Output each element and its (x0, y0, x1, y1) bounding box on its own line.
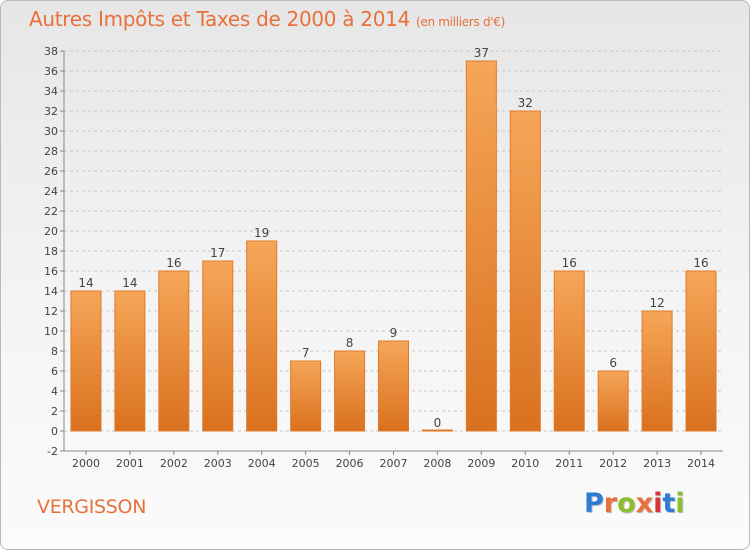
bar (378, 340, 409, 432)
bar (509, 110, 541, 432)
data-label: 19 (254, 226, 269, 240)
bar (597, 370, 629, 432)
logo-letter: t (662, 488, 676, 519)
data-label: 32 (518, 96, 533, 110)
x-tick-label: 2009 (467, 457, 495, 470)
y-tick-label: 12 (44, 305, 58, 318)
axes: -202468101214161820222426283032343638200… (44, 45, 723, 470)
logo-letter: P (584, 488, 604, 519)
logo-letter: i (653, 488, 663, 519)
y-tick-label: 20 (44, 225, 58, 238)
x-tick-label: 2012 (599, 457, 627, 470)
logo-letter: i (675, 488, 685, 519)
bars (70, 60, 717, 432)
x-tick-label: 2001 (116, 457, 144, 470)
chart-title-text: Autres Impôts et Taxes de 2000 à 2014 (29, 7, 410, 31)
y-tick-label: 32 (44, 105, 58, 118)
y-tick-label: 26 (44, 165, 58, 178)
x-tick-label: 2008 (423, 457, 451, 470)
bar (202, 260, 234, 432)
x-tick-label: 2006 (336, 457, 364, 470)
y-tick-label: 4 (51, 385, 58, 398)
bar (421, 429, 453, 432)
bar (158, 270, 190, 432)
bar (246, 240, 278, 432)
x-tick-label: 2003 (204, 457, 232, 470)
bar (290, 360, 322, 432)
data-label: 6 (609, 356, 617, 370)
y-tick-label: 30 (44, 125, 58, 138)
y-tick-label: 0 (51, 425, 58, 438)
x-tick-label: 2014 (687, 457, 715, 470)
bar (70, 290, 102, 432)
data-label: 16 (693, 256, 708, 270)
logo-letter: o (617, 488, 636, 519)
x-tick-label: 2005 (292, 457, 320, 470)
x-tick-label: 2002 (160, 457, 188, 470)
chart-unit: (en milliers d'€) (416, 15, 506, 29)
x-tick-label: 2011 (555, 457, 583, 470)
bar (553, 270, 585, 432)
y-tick-label: 8 (51, 345, 58, 358)
y-tick-label: 36 (44, 65, 58, 78)
proxiti-logo: Proxiti (584, 488, 685, 519)
chart-title: Autres Impôts et Taxes de 2000 à 2014 (en… (29, 7, 505, 31)
data-label: 17 (210, 246, 225, 260)
bar (685, 270, 717, 432)
y-tick-label: 14 (44, 285, 58, 298)
data-label: 14 (78, 276, 93, 290)
y-tick-label: 6 (51, 365, 58, 378)
bar (114, 290, 146, 432)
bar (334, 350, 366, 432)
data-label: 12 (649, 296, 664, 310)
data-label: 16 (562, 256, 577, 270)
bar (641, 310, 673, 432)
y-tick-label: 16 (44, 265, 58, 278)
data-labels: 14 14 16 17 19 7 8 9 0 37 32 16 6 12 16 (78, 46, 708, 430)
data-label: 8 (346, 336, 354, 350)
data-label: 37 (474, 46, 489, 60)
y-tick-label: 28 (44, 145, 58, 158)
y-tick-label: 38 (44, 45, 58, 58)
data-label: 0 (434, 416, 442, 430)
data-label: 16 (166, 256, 181, 270)
data-label: 14 (122, 276, 137, 290)
x-tick-label: 2004 (248, 457, 276, 470)
y-tick-label: -2 (47, 445, 58, 458)
data-label: 7 (302, 346, 310, 360)
y-tick-label: 24 (44, 185, 58, 198)
x-tick-label: 2013 (643, 457, 671, 470)
x-tick-label: 2007 (380, 457, 408, 470)
y-tick-label: 2 (51, 405, 58, 418)
y-tick-label: 22 (44, 205, 58, 218)
commune-name: VERGISSON (37, 496, 147, 518)
y-tick-label: 34 (44, 85, 58, 98)
x-tick-label: 2000 (72, 457, 100, 470)
bar (465, 60, 497, 432)
y-tick-label: 18 (44, 245, 58, 258)
x-tick-label: 2010 (511, 457, 539, 470)
y-tick-label: 10 (44, 325, 58, 338)
logo-letter: r (603, 488, 618, 519)
logo-letter: x (635, 488, 654, 519)
data-label: 9 (390, 326, 398, 340)
